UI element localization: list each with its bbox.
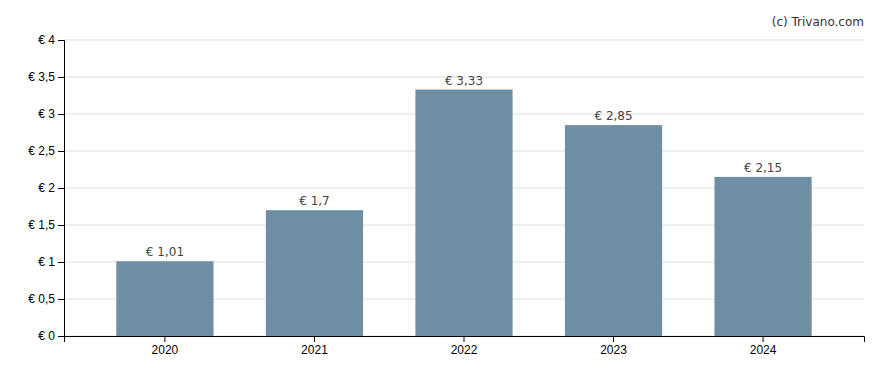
x-tick-label: 2020: [152, 343, 179, 357]
y-tick: € 1,5: [28, 218, 64, 232]
x-tick-label: 2024: [750, 343, 777, 357]
y-tick-label: € 0,5: [28, 292, 55, 306]
y-tick: € 0,5: [28, 292, 64, 306]
x-tick: 2022: [451, 336, 478, 357]
y-tick-mark: [58, 336, 64, 337]
x-tick-label: 2021: [301, 343, 328, 357]
x-tick-label: 2022: [451, 343, 478, 357]
y-tick: € 2,5: [28, 144, 64, 158]
y-tick: € 0: [38, 329, 64, 343]
x-tick-mark: [314, 336, 315, 342]
y-tick-mark: [58, 188, 64, 189]
y-tick-mark: [58, 262, 64, 263]
y-tick-label: € 1,5: [28, 218, 55, 232]
bar: [415, 90, 512, 336]
data-labels: € 1,01 € 1,7 € 3,33 € 2,85 € 2,15: [146, 74, 782, 260]
x-tick-mark: [763, 336, 764, 342]
bar: [714, 177, 811, 336]
data-label: € 2,15: [744, 161, 782, 175]
y-tick-mark: [58, 77, 64, 78]
x-tick: 2024: [750, 336, 777, 357]
y-tick-label: € 0: [38, 329, 55, 343]
y-tick-label: € 2,5: [28, 144, 55, 158]
annotation: (c) Trivano.com: [772, 15, 864, 29]
x-axis: 2020 2021 2022 2023 2024: [65, 336, 865, 357]
data-label: € 1,01: [146, 245, 184, 259]
data-label: € 1,7: [299, 194, 330, 208]
bar: [565, 125, 662, 336]
y-tick: € 4: [38, 33, 64, 47]
y-axis-line: [58, 41, 65, 337]
data-label: € 2,85: [594, 109, 632, 123]
x-tick: 2023: [600, 336, 627, 357]
plot: € 0€ 0,5€ 1€ 1,5€ 2€ 2,5€ 3€ 3,5€ 420202…: [28, 33, 864, 356]
data-label: € 3,33: [445, 74, 483, 88]
y-tick: € 1: [38, 255, 64, 269]
x-tick: 2021: [301, 336, 328, 357]
y-tick: € 3,5: [28, 70, 64, 84]
y-tick-mark: [58, 151, 64, 152]
y-tick-label: € 4: [38, 33, 55, 47]
x-tick-mark: [613, 336, 614, 342]
x-axis-line: [65, 337, 865, 343]
y-tick-mark: [58, 225, 64, 226]
y-axis: € 0 € 0,5 € 1 € 1,5 € 2 € 2,5 € 3 € 3,5 € 4: [28, 33, 64, 343]
y-tick-label: € 2: [38, 181, 55, 195]
x-tick-label: 2023: [600, 343, 627, 357]
y-tick-mark: [58, 40, 64, 41]
grid: [64, 40, 864, 336]
bars: [116, 90, 811, 336]
bar: [116, 261, 213, 336]
y-tick-mark: [58, 114, 64, 115]
grid-line: [64, 40, 864, 41]
y-tick: € 2: [38, 181, 64, 195]
y-tick-mark: [58, 299, 64, 300]
y-tick-label: € 1: [38, 255, 55, 269]
y-tick-label: € 3: [38, 107, 55, 121]
x-tick: 2020: [152, 336, 179, 357]
x-tick-mark: [164, 336, 165, 342]
x-tick-mark: [464, 336, 465, 342]
y-tick-label: € 3,5: [28, 70, 55, 84]
bar: [266, 210, 363, 336]
chart: € 0€ 0,5€ 1€ 1,5€ 2€ 2,5€ 3€ 3,5€ 420202…: [0, 0, 888, 370]
y-tick: € 3: [38, 107, 64, 121]
